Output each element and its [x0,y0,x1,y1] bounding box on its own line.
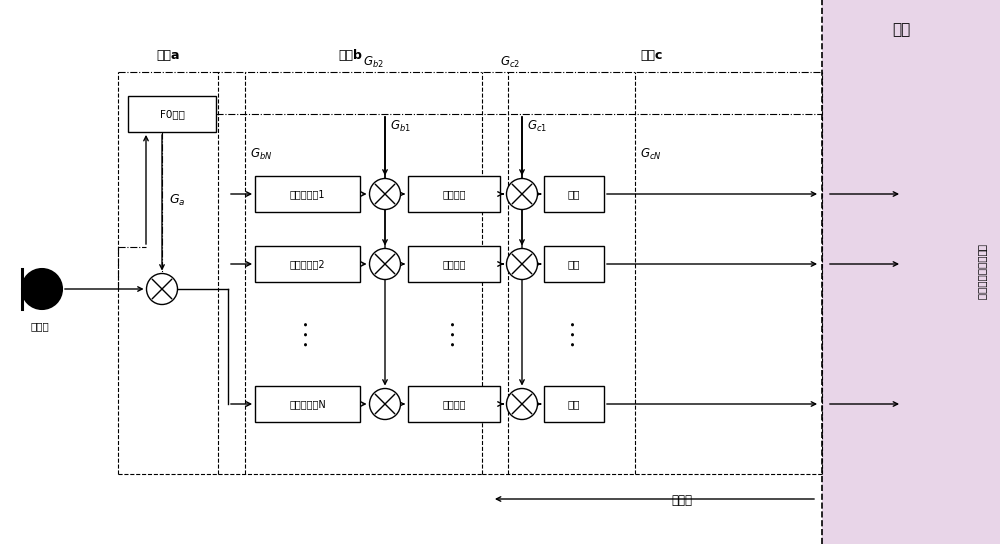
Text: 步骤c: 步骤c [641,49,663,62]
Text: 压缩: 压缩 [568,399,580,409]
Text: $G_{b2}$: $G_{b2}$ [363,55,383,70]
Bar [544,386,604,422]
Bar [255,176,360,212]
Circle shape [507,249,538,280]
Circle shape [146,274,178,305]
Bar [255,386,360,422]
Text: 带通滤波器N: 带通滤波器N [289,399,326,409]
Text: $G_a$: $G_a$ [169,193,185,208]
Text: $G_{c2}$: $G_{c2}$ [500,55,520,70]
Circle shape [507,388,538,419]
Text: 体外机: 体外机 [672,494,692,507]
Bar [544,176,604,212]
Bar [0,0,822,544]
Text: • • •: • • • [449,321,459,347]
Text: • • •: • • • [569,321,579,347]
Bar [255,246,360,282]
Text: 步骤a: 步骤a [156,49,180,62]
Text: 包络提取: 包络提取 [442,189,466,199]
Text: 步骤b: 步骤b [338,49,362,62]
Text: 包络提取: 包络提取 [442,399,466,409]
Text: 头皮: 头皮 [892,22,910,37]
Circle shape [370,249,400,280]
Bar [408,176,500,212]
Text: 传声器: 传声器 [31,321,49,331]
Bar [128,96,216,132]
Text: $G_{c1}$: $G_{c1}$ [527,119,547,134]
Circle shape [370,388,400,419]
Text: $G_{cN}$: $G_{cN}$ [640,146,662,162]
Bar [822,0,1000,544]
Text: 带通滤波器2: 带通滤波器2 [290,259,325,269]
Text: 蜗内电极（植入体）: 蜗内电极（植入体） [977,244,987,300]
Text: 带通滤波器1: 带通滤波器1 [290,189,325,199]
Circle shape [22,269,62,309]
Bar [544,246,604,282]
Text: 压缩: 压缩 [568,189,580,199]
Bar [408,246,500,282]
Text: 压缩: 压缩 [568,259,580,269]
Text: $G_{b1}$: $G_{b1}$ [390,119,411,134]
Circle shape [370,178,400,209]
Text: • • •: • • • [302,321,312,347]
Bar [408,386,500,422]
Text: 包络提取: 包络提取 [442,259,466,269]
Text: $G_{bN}$: $G_{bN}$ [250,146,272,162]
Circle shape [507,178,538,209]
Text: F0处理: F0处理 [160,109,184,119]
